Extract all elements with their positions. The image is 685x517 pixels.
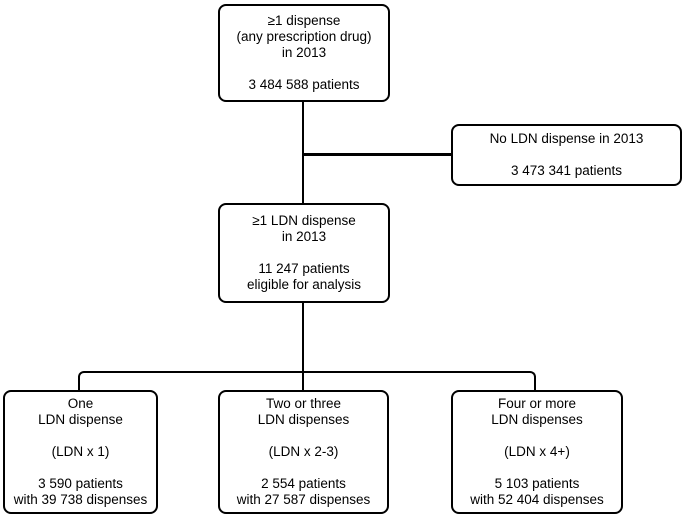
box-text-line: eligible for analysis — [246, 277, 362, 292]
box-text-line — [453, 147, 680, 163]
box-text-line: No LDN dispense in 2013 — [489, 131, 644, 146]
box-text-line: LDN dispenses — [491, 412, 583, 427]
box-text-line: LDN dispense — [38, 412, 123, 427]
box-text-line — [220, 245, 388, 261]
box-text-line: 5 103 patients — [494, 476, 580, 491]
connector-branch-to-no-ldn — [303, 153, 451, 156]
box-text-line: (any prescription drug) — [236, 29, 372, 44]
box-text-line: in 2013 — [281, 45, 327, 60]
box-text-line — [453, 428, 621, 444]
box-text-line: in 2013 — [281, 229, 327, 244]
box-text-line: 11 247 patients — [258, 261, 350, 276]
box-text-line — [453, 460, 621, 476]
box-text-line: ≥1 dispense — [267, 13, 341, 28]
box-text-line: with 52 404 dispenses — [470, 492, 604, 507]
box-text-line: 3 590 patients — [38, 476, 123, 491]
box-text-line: with 27 587 dispenses — [236, 492, 371, 507]
box-text-line: One — [67, 396, 94, 411]
box-text-line — [5, 428, 156, 444]
box-text-line: (LDN x 1) — [51, 444, 110, 459]
box-text-line — [220, 61, 388, 77]
box-text-line: 3 473 341 patients — [510, 163, 623, 178]
box-text-line: Four or more — [497, 396, 577, 411]
flow-box-ldn-dispense-eligible: ≥1 LDN dispense in 2013 11 247 patients eli… — [218, 203, 390, 303]
box-text-line: (LDN x 4+) — [504, 444, 570, 459]
flow-box-ldn-x2-3: Two or three LDN dispenses (LDN x 2-3) 2 55… — [218, 390, 389, 514]
connector-ldn-to-rail-vertical — [302, 303, 304, 390]
box-text-line: (LDN x 2-3) — [268, 444, 339, 459]
box-text-line: 3 484 588 patients — [248, 77, 360, 92]
box-text-line: LDN dispenses — [257, 412, 350, 427]
connector-any-to-ldn-vertical — [302, 102, 304, 203]
box-text-line: Two or three — [265, 396, 342, 411]
box-text-line — [220, 428, 387, 444]
box-text-line: with 39 738 dispenses — [13, 492, 148, 507]
flow-box-ldn-x4-plus: Four or more LDN dispenses (LDN x 4+) 5 103… — [451, 390, 623, 514]
connector-bottom-branch-rail — [78, 371, 536, 390]
flow-box-ldn-x1: One LDN dispense (LDN x 1) 3 590 patients wi… — [3, 390, 158, 514]
box-text-line: ≥1 LDN dispense — [252, 213, 356, 228]
box-text-line — [5, 460, 156, 476]
box-text-line: 2 554 patients — [261, 476, 346, 491]
flow-box-no-ldn-dispense: No LDN dispense in 2013 3 473 341 patient… — [451, 124, 682, 186]
flow-box-any-dispense: ≥1 dispense (any prescription drug) in 201… — [218, 4, 390, 102]
box-text-line — [220, 460, 387, 476]
